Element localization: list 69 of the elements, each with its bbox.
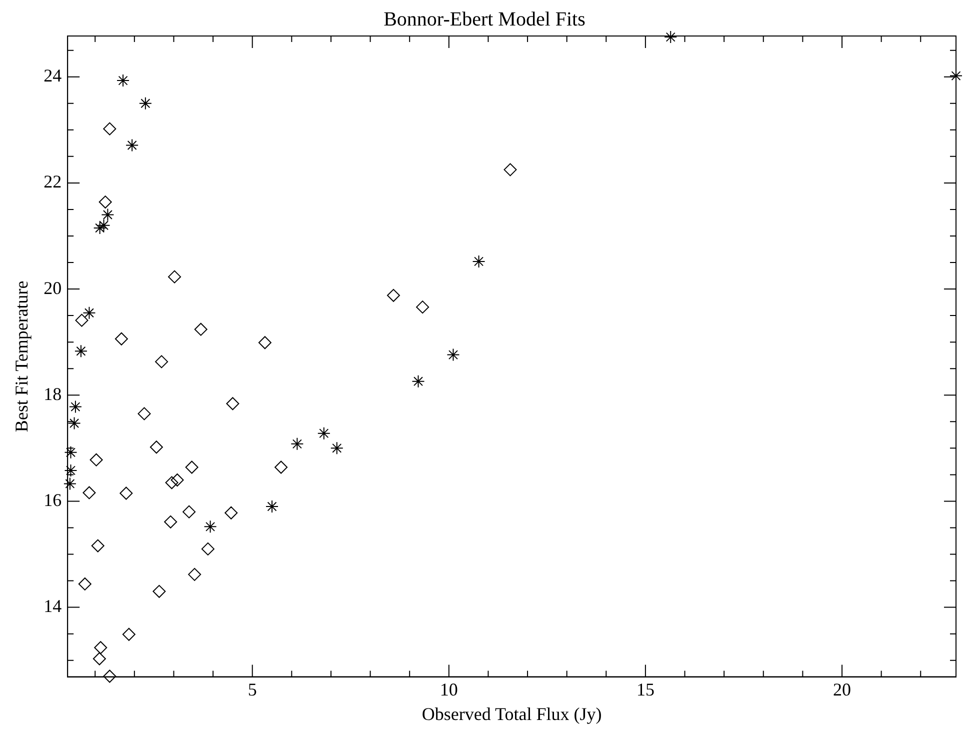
point	[126, 138, 139, 152]
point	[165, 476, 178, 490]
point	[64, 464, 78, 477]
point	[164, 515, 178, 528]
point	[170, 474, 184, 486]
point	[101, 208, 114, 222]
point	[92, 652, 106, 666]
x-tick-label: 10	[440, 679, 458, 700]
x-tick-label: 20	[833, 679, 851, 700]
point	[194, 322, 208, 336]
y-tick-label: 16	[44, 490, 62, 510]
point	[330, 442, 344, 455]
point	[446, 348, 460, 362]
point	[472, 254, 486, 268]
point	[68, 400, 82, 414]
point	[94, 641, 108, 654]
point	[290, 437, 304, 450]
y-tick-label: 22	[44, 172, 62, 192]
point	[185, 460, 198, 474]
y-tick-label: 18	[44, 384, 62, 404]
y-axis-title: Best Fit Temperature	[12, 280, 32, 432]
point	[168, 270, 182, 284]
point	[386, 288, 400, 302]
y-tick-label: 20	[44, 278, 62, 298]
point	[68, 416, 81, 430]
point	[416, 300, 430, 314]
x-tick-label: 15	[636, 679, 654, 700]
point	[75, 314, 88, 327]
point	[138, 407, 151, 420]
point	[114, 332, 128, 346]
point	[82, 486, 96, 500]
y-tick-label: 24	[44, 66, 62, 86]
point	[182, 505, 196, 518]
point	[91, 539, 104, 552]
point	[274, 460, 288, 474]
point	[93, 222, 106, 235]
point	[155, 355, 168, 368]
point	[201, 542, 214, 556]
point	[188, 568, 202, 581]
point	[64, 446, 78, 459]
point	[82, 306, 96, 320]
x-axis-title: Observed Total Flux (Jy)	[422, 704, 602, 724]
point	[224, 506, 238, 520]
point	[138, 96, 152, 110]
point	[63, 477, 76, 490]
point	[317, 426, 330, 440]
point	[150, 440, 163, 454]
point	[120, 486, 133, 500]
point	[74, 344, 88, 358]
point	[258, 336, 272, 350]
point	[103, 670, 116, 683]
point	[103, 122, 116, 136]
x-tick-label: 5	[248, 679, 257, 700]
point	[98, 196, 112, 209]
point	[152, 584, 166, 598]
point	[664, 30, 678, 44]
point	[412, 374, 425, 388]
point	[122, 628, 136, 641]
point	[504, 163, 517, 176]
chart-title: Bonnor-Ebert Model Fits	[384, 8, 586, 30]
point	[90, 453, 103, 466]
point	[97, 218, 110, 232]
point	[950, 69, 962, 82]
point	[226, 397, 240, 410]
point	[204, 520, 217, 534]
y-tick-label: 14	[44, 596, 62, 616]
point	[116, 74, 130, 88]
point	[266, 500, 279, 514]
point	[78, 577, 92, 590]
